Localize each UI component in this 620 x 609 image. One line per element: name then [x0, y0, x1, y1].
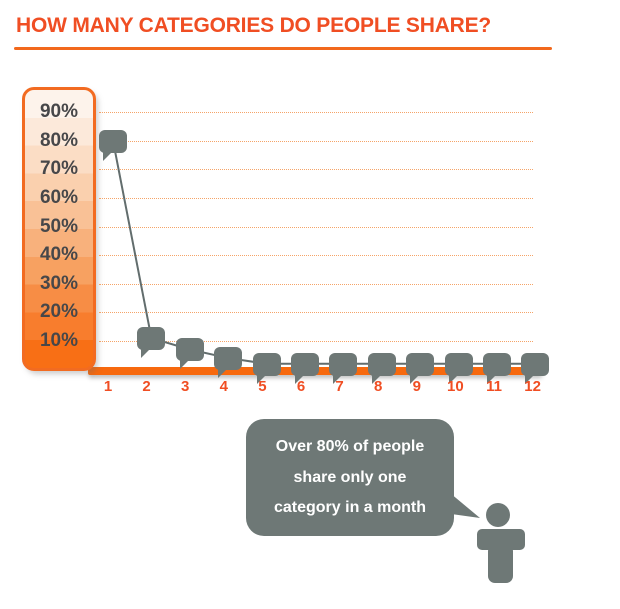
grid-line	[99, 340, 533, 342]
x-tick-label: 4	[219, 378, 228, 395]
marker-speech-bubble-icon	[99, 129, 127, 161]
x-tick-label: 10	[447, 378, 464, 395]
x-tick-label: 7	[335, 378, 344, 395]
x-tick-label: 8	[374, 378, 383, 395]
grid-line	[99, 112, 533, 114]
x-tick-label: 5	[258, 378, 267, 395]
speech-tail-icon	[444, 488, 480, 518]
grid-line	[99, 169, 533, 171]
callout-text-line: category in a month	[273, 499, 427, 517]
data-polyline	[112, 140, 536, 365]
callout-text-line: Over 80% of people	[275, 437, 425, 455]
marker-speech-bubble-icon	[175, 338, 204, 370]
x-tick-label: 11	[486, 378, 502, 395]
grid-line	[99, 283, 533, 285]
page-title: HOW MANY CATEGORIES DO PEOPLE SHARE?	[16, 14, 492, 37]
marker-speech-bubble-icon	[137, 327, 166, 359]
x-axis-baseline	[88, 367, 543, 375]
grid-line	[99, 255, 533, 257]
person-shoulders-icon	[477, 529, 525, 550]
grid-line	[99, 197, 533, 199]
x-tick-label: 6	[296, 378, 306, 395]
callout-text-line: share only one	[293, 468, 407, 486]
person-head-icon	[486, 503, 510, 527]
callout-bubble: Over 80% of people share only one catego…	[246, 419, 454, 536]
grid-line	[99, 226, 533, 228]
x-tick-label: 3	[181, 378, 190, 395]
y-axis-panel	[22, 87, 96, 371]
title-underline	[14, 47, 552, 50]
grid-line	[99, 140, 533, 142]
x-tick-label: 9	[412, 378, 421, 395]
x-tick-label: 12	[524, 378, 541, 395]
person-torso-icon	[488, 549, 513, 583]
grid-line	[99, 312, 533, 314]
x-tick-label: 1	[103, 378, 113, 395]
x-tick-label: 2	[142, 378, 151, 395]
